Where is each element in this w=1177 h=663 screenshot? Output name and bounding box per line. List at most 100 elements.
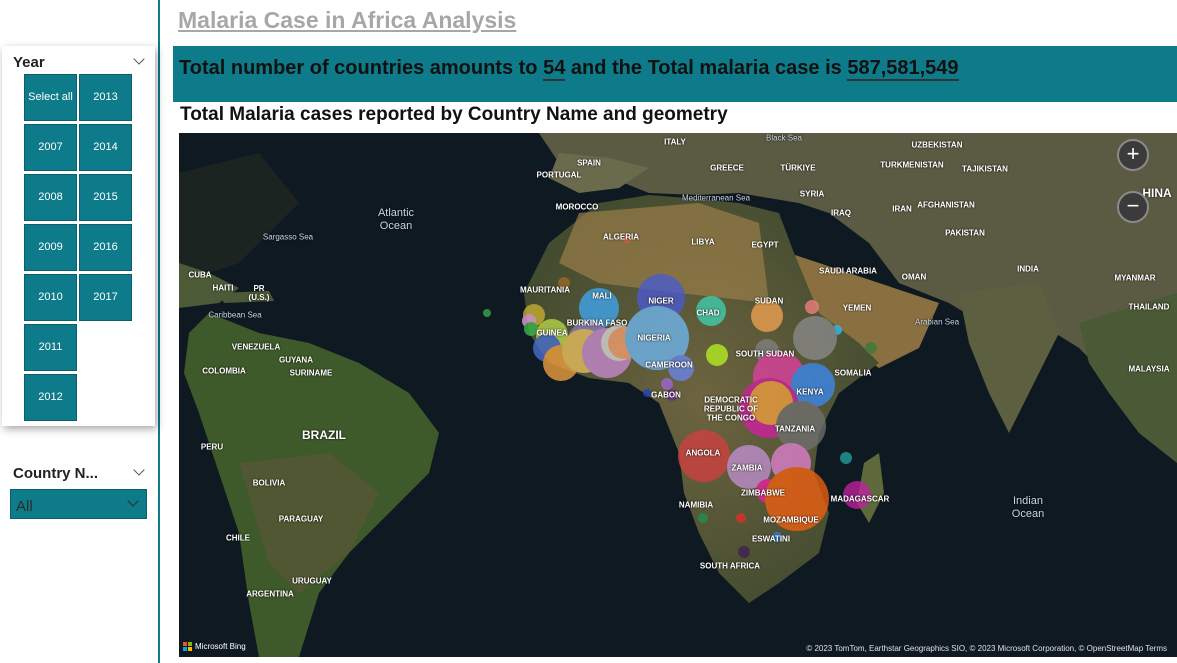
label-tanzania: TANZANIA bbox=[774, 424, 816, 434]
label-kenya: KENYA bbox=[796, 387, 824, 397]
bubble-mauritania[interactable] bbox=[558, 277, 570, 289]
label-madagascar: MADAGASCAR bbox=[830, 494, 890, 504]
bubble-eswatini[interactable] bbox=[772, 532, 782, 542]
label-egypt: EGYPT bbox=[751, 240, 779, 250]
chevron-down-icon[interactable] bbox=[133, 464, 145, 476]
bubble-botswana[interactable] bbox=[736, 513, 746, 523]
year-tile-2017[interactable]: 2017 bbox=[79, 274, 132, 321]
year-tile-select-all[interactable]: Select all bbox=[24, 74, 77, 121]
bubble-angola[interactable] bbox=[678, 430, 730, 482]
page-title[interactable]: Malaria Case in Africa Analysis bbox=[178, 7, 517, 33]
label-gabon: GABON bbox=[651, 390, 681, 400]
label-myanmar: MYANMAR bbox=[1114, 273, 1156, 283]
label-mali: MALI bbox=[592, 291, 612, 301]
label-sudan: SUDAN bbox=[754, 296, 784, 306]
label-suriname: SURINAME bbox=[289, 368, 333, 378]
label-eswatini: ESWATINI bbox=[751, 534, 791, 544]
country-slicer: Country N... All bbox=[2, 458, 155, 528]
year-tile-2007[interactable]: 2007 bbox=[24, 124, 77, 171]
bing-attribution: Microsoft Bing bbox=[183, 642, 246, 651]
year-slicer: Year Select all 2007 2008 2009 2010 2011… bbox=[2, 46, 155, 426]
chevron-down-icon[interactable] bbox=[133, 53, 145, 65]
zoom-out-button[interactable]: − bbox=[1117, 191, 1149, 223]
label-angola: ANGOLA bbox=[685, 448, 721, 458]
bubble-madagascar[interactable] bbox=[843, 481, 871, 509]
label-peru: PERU bbox=[200, 442, 224, 452]
map-attribution[interactable]: © 2023 TomTom, Earthstar Geographics SIO… bbox=[806, 644, 1167, 653]
bubble-guinea-bissau[interactable] bbox=[524, 322, 538, 336]
label-arabian-sea: Arabian Sea bbox=[914, 317, 960, 327]
label-oman: OMAN bbox=[901, 272, 927, 282]
bubble-sudan[interactable] bbox=[751, 300, 783, 332]
microsoft-logo-icon bbox=[183, 642, 192, 651]
year-tile-2013[interactable]: 2013 bbox=[79, 74, 132, 121]
bubble-somalia[interactable] bbox=[865, 342, 877, 354]
year-tile-2016[interactable]: 2016 bbox=[79, 224, 132, 271]
year-tile-2012[interactable]: 2012 bbox=[24, 374, 77, 421]
label-caribbean-sea: Caribbean Sea bbox=[208, 310, 262, 320]
kpi-banner: Total number of countries amounts to 54 … bbox=[173, 46, 1177, 102]
label-south-africa: SOUTH AFRICA bbox=[699, 561, 761, 571]
label-mediterranean: Mediterranean Sea bbox=[681, 193, 751, 203]
label-cameroon: CAMEROON bbox=[645, 360, 693, 370]
year-tile-2010[interactable]: 2010 bbox=[24, 274, 77, 321]
label-malaysia: MALAYSIA bbox=[1128, 364, 1170, 374]
label-pr: PR (U.S.) bbox=[248, 284, 270, 302]
map-title: Total Malaria cases reported by Country … bbox=[180, 104, 728, 125]
bubble-comoros[interactable] bbox=[840, 452, 852, 464]
label-sargasso-sea: Sargasso Sea bbox=[262, 232, 314, 242]
bubble-mali[interactable] bbox=[579, 288, 619, 328]
bubble-tanzania[interactable] bbox=[776, 401, 826, 451]
year-tile-grid: Select all 2007 2008 2009 2010 2011 2012… bbox=[24, 74, 134, 421]
country-slicer-title: Country N... bbox=[13, 465, 98, 482]
label-brazil: BRAZIL bbox=[302, 428, 346, 442]
bubble-zambia[interactable] bbox=[727, 445, 771, 489]
kpi-text: Total number of countries amounts to 54 … bbox=[179, 57, 959, 81]
label-iran: IRAN bbox=[892, 204, 912, 214]
bubble-nigeria[interactable] bbox=[625, 306, 689, 370]
bubble-eritrea[interactable] bbox=[805, 300, 819, 314]
bubble-map[interactable]: ITALY Black Sea UZBEKISTAN SPAIN PORTUGA… bbox=[179, 133, 1177, 657]
year-tile-2008[interactable]: 2008 bbox=[24, 174, 77, 221]
chevron-down-icon[interactable] bbox=[127, 495, 139, 507]
year-slicer-title: Year bbox=[13, 54, 45, 71]
label-chile: CHILE bbox=[226, 533, 250, 543]
bubble-sao-tome[interactable] bbox=[661, 378, 673, 390]
label-greece: GREECE bbox=[710, 163, 744, 173]
bubble-cameroon[interactable] bbox=[668, 355, 694, 381]
bubble-equatorial-guinea[interactable] bbox=[643, 389, 651, 397]
year-tile-2011[interactable]: 2011 bbox=[24, 324, 77, 371]
bubble-kenya[interactable] bbox=[791, 363, 835, 407]
year-tile-2009[interactable]: 2009 bbox=[24, 224, 77, 271]
bubble-mozambique[interactable] bbox=[765, 467, 829, 531]
bubble-namibia[interactable] bbox=[698, 513, 708, 523]
zoom-in-button[interactable]: + bbox=[1117, 139, 1149, 171]
label-indian-ocean: Indian Ocean bbox=[1011, 495, 1045, 520]
country-dropdown[interactable]: All bbox=[10, 489, 147, 519]
bing-label: Microsoft Bing bbox=[195, 642, 246, 651]
label-thailand: THAILAND bbox=[1128, 302, 1170, 312]
label-afghanistan: AFGHANISTAN bbox=[917, 200, 975, 210]
bubble-gabon[interactable] bbox=[666, 389, 678, 401]
label-haiti: HAITI bbox=[212, 283, 234, 293]
bubble-south-africa[interactable] bbox=[738, 546, 750, 558]
year-tile-2015[interactable]: 2015 bbox=[79, 174, 132, 221]
label-guyana: GUYANA bbox=[279, 355, 313, 365]
label-uruguay: URUGUAY bbox=[292, 576, 332, 586]
label-uzbekistan: UZBEKISTAN bbox=[911, 140, 963, 150]
label-saudi-arabia: SAUDI ARABIA bbox=[819, 266, 877, 276]
bubble-chad[interactable] bbox=[696, 296, 726, 326]
label-turkiye: TÜRKIYE bbox=[780, 163, 816, 173]
label-somalia: SOMALIA bbox=[834, 368, 872, 378]
label-mauritania: MAURITANIA bbox=[519, 285, 571, 295]
label-mozambique: MOZAMBIQUE bbox=[763, 515, 819, 525]
label-chad: CHAD bbox=[696, 308, 720, 318]
bubble-algeria[interactable] bbox=[623, 235, 631, 243]
label-zambia: ZAMBIA bbox=[731, 463, 763, 473]
bubble-ethiopia[interactable] bbox=[793, 316, 837, 360]
country-dropdown-value: All bbox=[16, 498, 33, 515]
year-tile-2014[interactable]: 2014 bbox=[79, 124, 132, 171]
bubble-cape-verde[interactable] bbox=[483, 309, 491, 317]
label-nigeria: NIGERIA bbox=[637, 333, 671, 343]
bubble-car[interactable] bbox=[706, 344, 728, 366]
